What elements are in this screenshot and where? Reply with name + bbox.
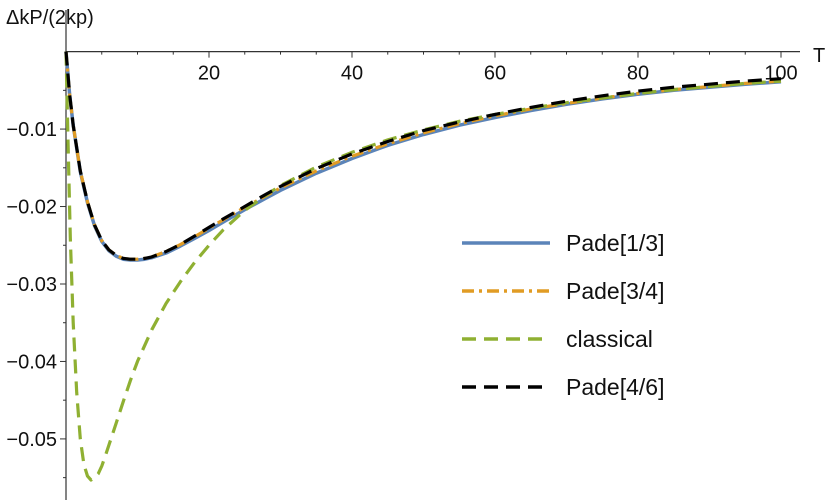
x-tick-label: 20 (198, 63, 220, 85)
legend-label: classical (566, 326, 653, 352)
legend-label: Pade[4/6] (566, 374, 664, 400)
legend-label: Pade[3/4] (566, 278, 664, 304)
x-tick-label: 80 (627, 63, 649, 85)
y-tick-label: −0.05 (6, 429, 57, 451)
y-tick-label: −0.03 (6, 274, 57, 296)
series-line-pade-4-6 (64, 51, 782, 261)
legend: Pade[1/3] Pade[3/4] classical Pade[4/6] (462, 230, 664, 400)
x-tick-label: 60 (484, 63, 506, 85)
x-tick-label: 40 (341, 63, 363, 85)
y-axis-title: ΔkP/(2kp) (6, 7, 94, 29)
axes: 20 40 60 80 100 −0.05−0.04−0.03−0.02−0.01 T … (6, 7, 825, 500)
y-tick-label: −0.04 (6, 351, 57, 373)
series-line-pade-3-4 (64, 51, 782, 261)
series-line-classical (64, 51, 782, 482)
series-layer (64, 51, 782, 482)
series-line-pade-1-3 (64, 51, 782, 262)
legend-label: Pade[1/3] (566, 230, 664, 256)
y-tick-label: −0.02 (6, 197, 57, 219)
y-ticks: −0.05 −0.04 −0.03 −0.02 −0.01 (6, 89, 66, 479)
x-axis-title: T (813, 45, 825, 67)
y-tick-label: −0.01 (6, 119, 57, 141)
x-ticks: 20 40 60 80 100 (101, 51, 798, 85)
